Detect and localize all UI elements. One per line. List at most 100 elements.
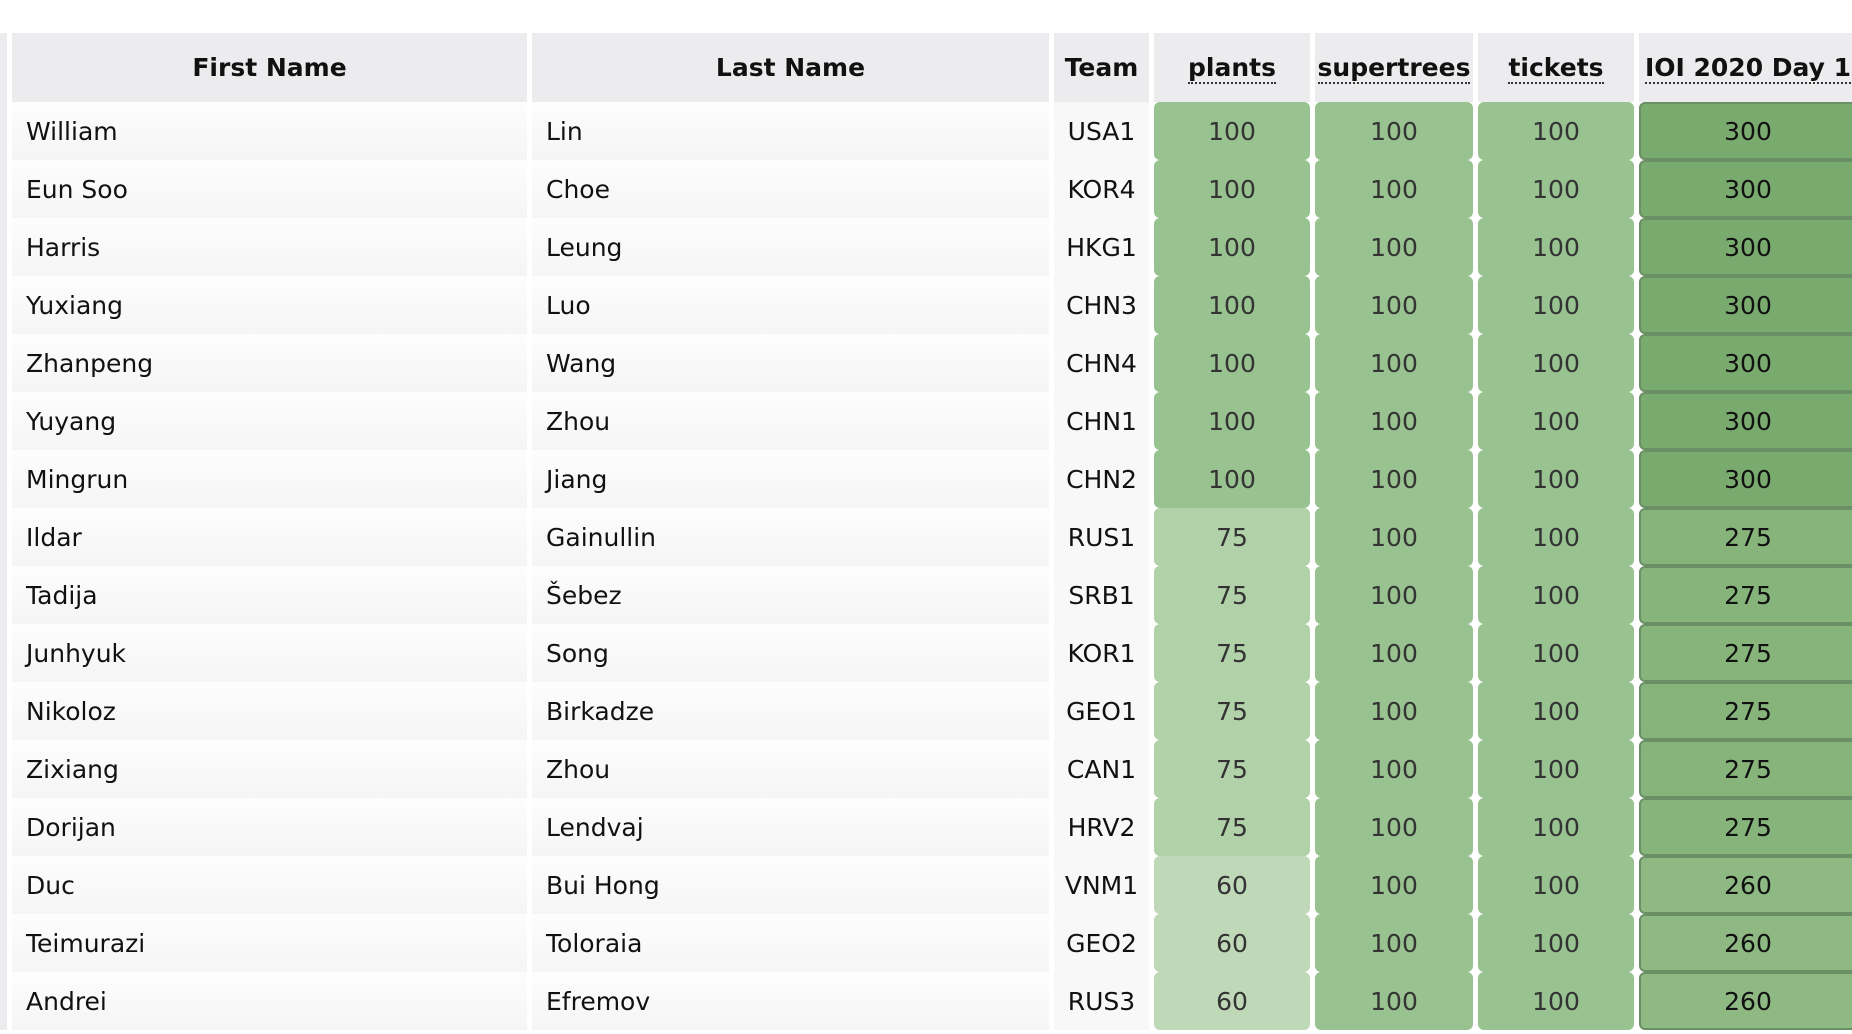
- score-cell: 300: [1639, 160, 1852, 218]
- text-cell: Toloraia: [532, 914, 1049, 972]
- score-cell: 60: [1154, 856, 1310, 914]
- column-header-text: Last Name: [715, 53, 866, 82]
- text-cell: CHN1: [1054, 392, 1149, 450]
- text-cell: Teimurazi: [12, 914, 527, 972]
- score-cell: 100: [1154, 392, 1310, 450]
- text-cell: Jiang: [532, 450, 1049, 508]
- score-cell: 275: [1639, 508, 1852, 566]
- score-cell: 275: [1639, 624, 1852, 682]
- stub: [0, 102, 7, 160]
- score-cell: 275: [1639, 740, 1852, 798]
- ranking-table: First Name Last Name Team plants supertrees t…: [0, 33, 1852, 1030]
- header-row: First Name Last Name Team plants supertrees t…: [0, 33, 1852, 102]
- score-cell: 100: [1315, 276, 1473, 334]
- text-cell: KOR4: [1054, 160, 1149, 218]
- score-cell: 100: [1478, 102, 1634, 160]
- stub: [0, 218, 7, 276]
- stub: [0, 566, 7, 624]
- score-cell: 260: [1639, 914, 1852, 972]
- text-cell: GEO2: [1054, 914, 1149, 972]
- score-cell: 100: [1315, 856, 1473, 914]
- score-cell: 75: [1154, 624, 1310, 682]
- stub: [0, 798, 7, 856]
- stub: [0, 740, 7, 798]
- score-cell: 100: [1478, 508, 1634, 566]
- score-cell: 100: [1478, 334, 1634, 392]
- text-cell: VNM1: [1054, 856, 1149, 914]
- text-cell: Harris: [12, 218, 527, 276]
- table-row: Teimurazi Toloraia GEO2 60 100 100 260: [0, 914, 1852, 972]
- score-cell: 275: [1639, 566, 1852, 624]
- text-cell: Šebez: [532, 566, 1049, 624]
- text-cell: Zixiang: [12, 740, 527, 798]
- table-row: Nikoloz Birkadze GEO1 75 100 100 275: [0, 682, 1852, 740]
- table-row: Junhyuk Song KOR1 75 100 100 275: [0, 624, 1852, 682]
- text-cell: Lin: [532, 102, 1049, 160]
- column-header: Last Name: [532, 33, 1049, 102]
- text-cell: Yuyang: [12, 392, 527, 450]
- score-cell: 100: [1315, 334, 1473, 392]
- score-cell: 60: [1154, 972, 1310, 1030]
- score-cell: 100: [1154, 276, 1310, 334]
- score-cell: 100: [1154, 450, 1310, 508]
- text-cell: RUS1: [1054, 508, 1149, 566]
- text-cell: Mingrun: [12, 450, 527, 508]
- table-row: Dorijan Lendvaj HRV2 75 100 100 275: [0, 798, 1852, 856]
- score-cell: 75: [1154, 566, 1310, 624]
- score-cell: 100: [1478, 160, 1634, 218]
- column-header: First Name: [12, 33, 527, 102]
- text-cell: Zhou: [532, 740, 1049, 798]
- score-cell: 100: [1154, 160, 1310, 218]
- text-cell: Gainullin: [532, 508, 1049, 566]
- stub: [0, 856, 7, 914]
- text-cell: Birkadze: [532, 682, 1049, 740]
- column-header-text: First Name: [192, 53, 347, 82]
- stub: [0, 624, 7, 682]
- stub: [0, 33, 7, 102]
- score-cell: 100: [1478, 856, 1634, 914]
- stub: [0, 450, 7, 508]
- column-header: Team: [1054, 33, 1149, 102]
- column-header-text: Team: [1064, 53, 1139, 82]
- column-header-text: plants: [1188, 53, 1276, 84]
- score-cell: 100: [1315, 914, 1473, 972]
- score-cell: 275: [1639, 798, 1852, 856]
- text-cell: William: [12, 102, 527, 160]
- table-row: William Lin USA1 100 100 100 300: [0, 102, 1852, 160]
- text-cell: Wang: [532, 334, 1049, 392]
- score-cell: 100: [1478, 914, 1634, 972]
- text-cell: Ildar: [12, 508, 527, 566]
- text-cell: Choe: [532, 160, 1049, 218]
- score-cell: 75: [1154, 682, 1310, 740]
- column-header: IOI 2020 Day 1: [1639, 33, 1852, 102]
- text-cell: SRB1: [1054, 566, 1149, 624]
- score-cell: 100: [1315, 102, 1473, 160]
- text-cell: Andrei: [12, 972, 527, 1030]
- score-cell: 60: [1154, 914, 1310, 972]
- score-cell: 100: [1478, 624, 1634, 682]
- score-cell: 75: [1154, 798, 1310, 856]
- text-cell: KOR1: [1054, 624, 1149, 682]
- stub: [0, 914, 7, 972]
- table-row: Ildar Gainullin RUS1 75 100 100 275: [0, 508, 1852, 566]
- table-row: Yuxiang Luo CHN3 100 100 100 300: [0, 276, 1852, 334]
- text-cell: CHN2: [1054, 450, 1149, 508]
- stub: [0, 334, 7, 392]
- text-cell: Zhou: [532, 392, 1049, 450]
- text-cell: RUS3: [1054, 972, 1149, 1030]
- column-header-text: IOI 2020 Day 1: [1644, 53, 1852, 84]
- column-header: plants: [1154, 33, 1310, 102]
- table-row: Andrei Efremov RUS3 60 100 100 260: [0, 972, 1852, 1030]
- text-cell: Zhanpeng: [12, 334, 527, 392]
- stub: [0, 682, 7, 740]
- score-cell: 300: [1639, 218, 1852, 276]
- score-cell: 100: [1478, 682, 1634, 740]
- ranking: First Name Last Name Team plants supertrees t…: [0, 33, 1852, 1030]
- score-cell: 300: [1639, 276, 1852, 334]
- column-header: supertrees: [1315, 33, 1473, 102]
- text-cell: HKG1: [1054, 218, 1149, 276]
- text-cell: HRV2: [1054, 798, 1149, 856]
- score-cell: 300: [1639, 450, 1852, 508]
- score-cell: 100: [1315, 508, 1473, 566]
